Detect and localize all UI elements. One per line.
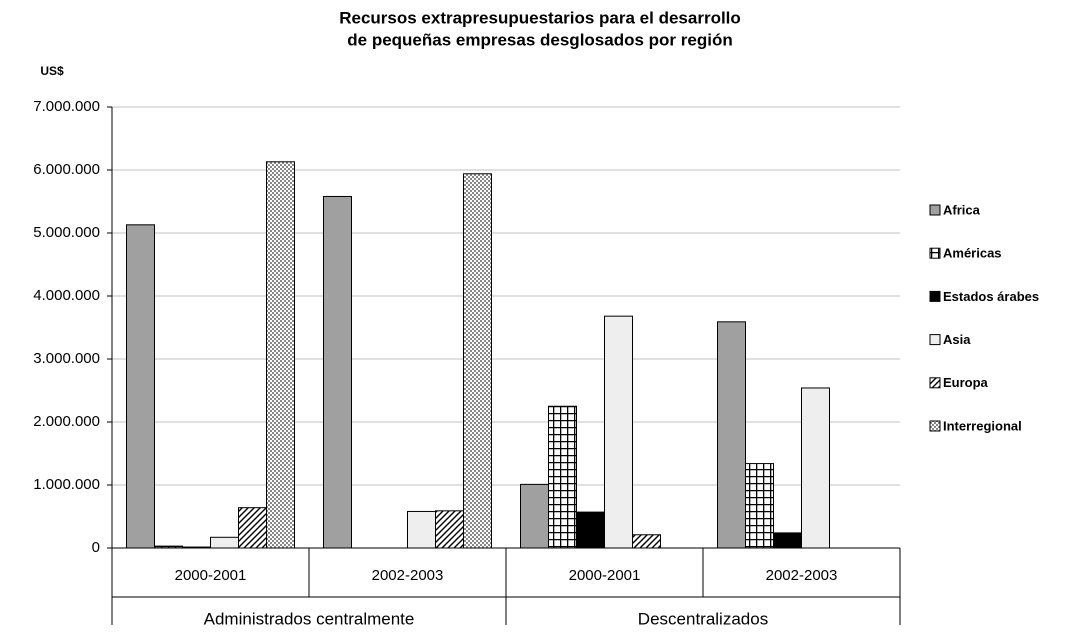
bar bbox=[576, 511, 605, 549]
chart-title: Recursos extrapresupuestarios para el de… bbox=[339, 8, 741, 27]
bar bbox=[238, 507, 267, 549]
x-tick-label: 2000-2001 bbox=[569, 567, 641, 584]
x-tick-label: 2002-2003 bbox=[372, 567, 444, 584]
y-tick-label: 2.000.000 bbox=[33, 413, 100, 430]
legend-label: Asia bbox=[943, 332, 971, 347]
legend-swatch bbox=[929, 420, 941, 432]
x-tick-label: 2002-2003 bbox=[766, 567, 838, 584]
legend-swatch bbox=[929, 377, 941, 389]
legend-swatch bbox=[929, 334, 941, 346]
chart-title: de pequeñas empresas desglosados por reg… bbox=[347, 30, 732, 49]
bar bbox=[407, 510, 436, 549]
y-tick-label: 0 bbox=[92, 539, 100, 556]
group-label: Administrados centralmente bbox=[204, 609, 415, 628]
legend-label: Américas bbox=[943, 246, 1002, 261]
legend-swatch bbox=[929, 290, 941, 302]
bar bbox=[323, 195, 352, 549]
bar bbox=[745, 463, 774, 549]
bar bbox=[632, 534, 661, 549]
x-tick-label: 2000-2001 bbox=[175, 567, 247, 584]
y-tick-label: 4.000.000 bbox=[33, 287, 100, 304]
legend-label: Interregional bbox=[943, 418, 1022, 433]
bar bbox=[548, 405, 577, 549]
legend-label: Africa bbox=[943, 202, 981, 217]
group-label: Descentralizados bbox=[638, 609, 768, 628]
legend-label: Europa bbox=[943, 375, 989, 390]
y-axis-label: US$ bbox=[40, 64, 64, 78]
bar bbox=[266, 161, 295, 549]
bar bbox=[717, 321, 746, 549]
bar bbox=[801, 387, 830, 549]
y-tick-label: 5.000.000 bbox=[33, 224, 100, 241]
legend-swatch bbox=[929, 247, 941, 259]
y-tick-label: 6.000.000 bbox=[33, 161, 100, 178]
bar bbox=[520, 483, 549, 549]
bar bbox=[126, 224, 155, 549]
y-tick-label: 1.000.000 bbox=[33, 476, 100, 493]
y-tick-label: 7.000.000 bbox=[33, 98, 100, 115]
bar bbox=[463, 173, 492, 549]
bar bbox=[604, 315, 633, 549]
legend-label: Estados árabes bbox=[943, 289, 1039, 304]
legend-swatch bbox=[929, 204, 941, 216]
bar bbox=[210, 536, 239, 549]
bar bbox=[773, 532, 802, 549]
bar bbox=[435, 510, 464, 549]
y-tick-label: 3.000.000 bbox=[33, 350, 100, 367]
